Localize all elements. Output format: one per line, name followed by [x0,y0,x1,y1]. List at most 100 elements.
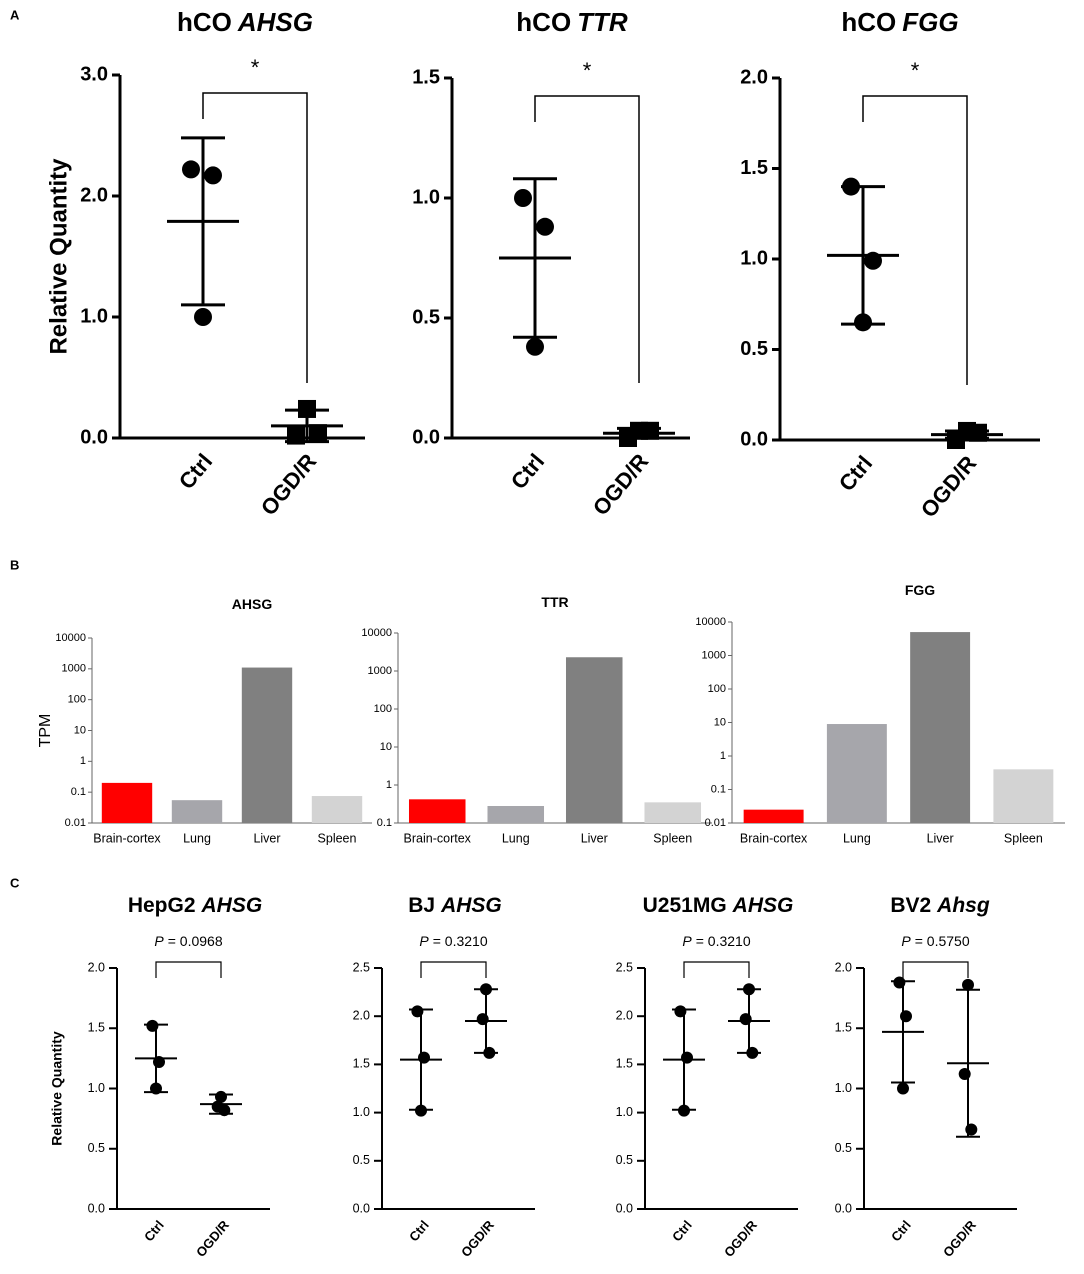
data-point [146,1019,159,1032]
data-point [678,1104,690,1117]
y-tick-label: 10000 [695,616,726,628]
y-tick-label: 10 [74,724,86,736]
y-tick-label: 0.01 [65,817,86,829]
y-tick-label: 1000 [62,663,86,675]
data-point [411,1005,424,1018]
y-tick-label: 100 [374,703,392,715]
title-italic: AHSG [237,7,313,37]
annotation-text: = 0.3210 [696,933,751,949]
y-tick-label: 0.0 [740,428,768,450]
bar [101,782,153,823]
y-tick-label: 0.1 [711,783,726,795]
bar [743,809,804,823]
y-tick-label: 1 [720,750,726,762]
y-tick-label: 2.0 [353,1008,370,1022]
title-italic: TTR [577,7,628,37]
panel-label: B [10,557,19,572]
panel-label: A [10,7,20,22]
x-tick-label: Liver [253,831,280,845]
y-axis-label: Relative Quantity [49,1031,65,1146]
y-tick-label: 1.5 [835,1021,852,1035]
data-point [215,1090,227,1103]
title-italic: Ahsg [936,894,990,917]
data-point [153,1055,165,1068]
bar [487,806,545,823]
chart-title: BV2 Ahsg [890,894,990,917]
data-point [150,1082,162,1095]
y-tick-label: 1.5 [88,1021,105,1035]
data-point [743,983,755,996]
annotation-text: = 0.3210 [433,933,488,949]
y-tick-label: 1.0 [80,305,108,327]
data-point [483,1046,496,1059]
x-tick-label: Brain-cortex [404,831,472,845]
x-tick-label: Lung [843,831,871,845]
y-tick-label: 1.0 [412,186,440,208]
title-italic: AHSG [201,894,263,917]
title-text: TTR [541,594,568,610]
significance-bracket [534,95,640,383]
significance-bracket [202,92,308,383]
x-tick-label: Brain-cortex [93,831,161,845]
y-tick-label: 0.0 [412,426,440,448]
y-tick-label: 0.0 [835,1201,852,1215]
annotation: P = 0.3210 [682,933,750,949]
annotation-text: = 0.5750 [915,933,970,949]
x-tick-label: Liver [581,831,608,845]
x-tick-label: Spleen [653,831,692,845]
title-text: hCO [841,7,896,37]
data-point [309,424,327,443]
data-point [674,1005,687,1018]
x-tick-label: Ctrl [506,449,550,494]
x-tick-label: OGD/R [940,1217,979,1260]
title-italic: AHSG [732,894,794,917]
annotation-italic: P [419,933,429,949]
data-point [969,423,987,442]
y-tick-label: 1 [386,779,392,791]
significance-bracket [420,961,487,978]
annotation-italic: P [154,933,164,949]
x-tick-label: Lung [183,831,211,845]
bar [241,667,293,823]
data-point [897,1082,909,1095]
annotation-text: * [583,58,592,83]
chart-title: AHSG [232,596,273,612]
y-tick-label: 1000 [702,649,726,661]
annotation-italic: P [901,933,911,949]
x-tick-label: Ctrl [669,1217,695,1244]
x-tick-label: Ctrl [834,451,878,496]
title-text: BJ [408,894,435,917]
y-tick-label: 10000 [361,627,392,639]
y-tick-label: 0.0 [353,1201,370,1215]
title-italic: FGG [902,7,958,37]
data-point [739,1013,752,1026]
y-tick-label: 1.5 [412,66,440,88]
data-point [958,1068,971,1081]
title-italic: AHSG [440,894,502,917]
y-tick-label: 3.0 [80,63,108,85]
y-tick-label: 1.0 [88,1081,105,1095]
x-tick-label: Ctrl [174,449,218,494]
data-point [418,1051,430,1064]
data-point [854,313,872,332]
y-tick-label: 1.0 [616,1105,633,1119]
data-point [900,1010,912,1023]
y-tick-label: 2.5 [353,960,370,974]
panel-label: C [10,875,20,890]
y-tick-label: 1000 [368,665,392,677]
significance-bracket [155,961,222,978]
data-point [415,1104,427,1117]
bar [408,799,466,823]
significance-bracket [862,95,968,385]
chart-title: U251MG AHSG [643,894,794,917]
title-text: BV2 [890,894,931,917]
annotation: * [583,58,592,83]
y-tick-label: 1.0 [835,1081,852,1095]
data-point [842,177,860,196]
data-point [962,978,974,991]
x-tick-label: OGD/R [588,449,654,520]
x-tick-label: OGD/R [916,451,982,522]
chart-title: FGG [905,582,935,598]
y-tick-label: 0.5 [353,1153,370,1167]
